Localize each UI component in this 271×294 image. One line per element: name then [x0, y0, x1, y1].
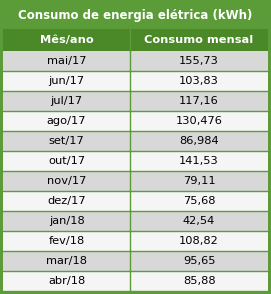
Text: fev/18: fev/18 [49, 236, 85, 246]
Bar [3, 171, 268, 191]
Bar [3, 251, 268, 271]
Bar [3, 91, 268, 111]
Text: abr/18: abr/18 [48, 276, 85, 286]
Text: 85,88: 85,88 [183, 276, 215, 286]
Text: dez/17: dez/17 [47, 196, 86, 206]
Text: 103,83: 103,83 [179, 76, 219, 86]
Bar [3, 51, 268, 71]
Text: set/17: set/17 [49, 136, 85, 146]
Bar [3, 211, 268, 231]
Bar [3, 71, 268, 91]
Text: 95,65: 95,65 [183, 256, 215, 266]
Text: 141,53: 141,53 [179, 156, 219, 166]
Text: jun/17: jun/17 [49, 76, 85, 86]
Text: Mês/ano: Mês/ano [40, 35, 93, 45]
Text: Consumo de energia elétrica (kWh): Consumo de energia elétrica (kWh) [18, 9, 253, 23]
Text: 108,82: 108,82 [179, 236, 219, 246]
Text: mai/17: mai/17 [47, 56, 86, 66]
Text: nov/17: nov/17 [47, 176, 86, 186]
Text: 86,984: 86,984 [179, 136, 219, 146]
Bar [3, 131, 268, 151]
Text: 117,16: 117,16 [179, 96, 219, 106]
Bar [3, 191, 268, 211]
Text: out/17: out/17 [48, 156, 85, 166]
Bar [3, 271, 268, 291]
Text: Consumo mensal: Consumo mensal [144, 35, 254, 45]
Bar [3, 231, 268, 251]
Text: mar/18: mar/18 [46, 256, 87, 266]
Text: ago/17: ago/17 [47, 116, 86, 126]
Bar [3, 29, 268, 51]
Text: 79,11: 79,11 [183, 176, 215, 186]
Bar [3, 3, 268, 29]
Text: 75,68: 75,68 [183, 196, 215, 206]
Text: 155,73: 155,73 [179, 56, 219, 66]
Text: jan/18: jan/18 [49, 216, 85, 226]
Text: jul/17: jul/17 [50, 96, 83, 106]
Text: 130,476: 130,476 [176, 116, 222, 126]
Bar [3, 111, 268, 131]
Bar [3, 151, 268, 171]
Text: 42,54: 42,54 [183, 216, 215, 226]
